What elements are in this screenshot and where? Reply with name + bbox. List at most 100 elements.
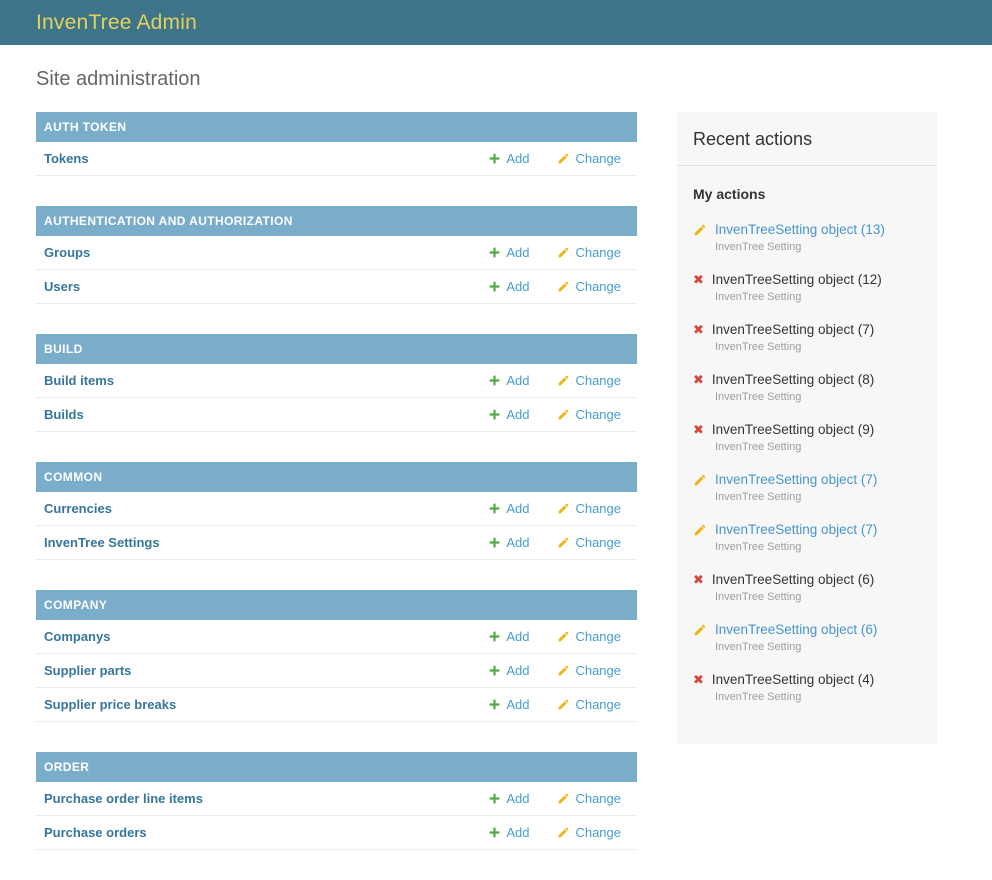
pencil-icon (557, 698, 570, 711)
recent-action-type: InvenTree Setting (715, 691, 802, 703)
recent-action-label[interactable]: InvenTreeSetting object (7) (715, 522, 878, 537)
change-link[interactable]: Change (557, 791, 621, 806)
model-link[interactable]: InvenTree Settings (44, 535, 160, 550)
module-rows: Purchase order line items Add Change Pur… (36, 782, 637, 850)
recent-action-item: InvenTreeSetting object (7) InvenTree Se… (693, 472, 921, 503)
model-row: Companys Add Change (36, 620, 637, 654)
recent-action-item: ✖ InvenTreeSetting object (4) InvenTree … (693, 672, 921, 703)
row-actions: Add Change (488, 501, 621, 516)
change-link[interactable]: Change (557, 697, 621, 712)
module-rows: Build items Add Change Builds Add (36, 364, 637, 432)
recent-action-item: ✖ InvenTreeSetting object (8) InvenTree … (693, 372, 921, 403)
change-link-label: Change (575, 791, 621, 806)
add-link[interactable]: Add (488, 697, 529, 712)
change-link[interactable]: Change (557, 279, 621, 294)
change-link[interactable]: Change (557, 245, 621, 260)
recent-action-item: ✖ InvenTreeSetting object (9) InvenTree … (693, 422, 921, 453)
pencil-icon (693, 223, 707, 237)
model-link[interactable]: Users (44, 279, 81, 294)
model-row: Supplier price breaks Add Change (36, 688, 637, 722)
plus-icon (488, 664, 501, 677)
add-link[interactable]: Add (488, 663, 529, 678)
module-rows: Currencies Add Change InvenTree Settings… (36, 492, 637, 560)
model-link[interactable]: Purchase orders (44, 825, 147, 840)
module: BUILD Build items Add Change Builds Add (36, 334, 637, 432)
model-link[interactable]: Tokens (44, 151, 89, 166)
pencil-icon (557, 502, 570, 515)
recent-action-label: InvenTreeSetting object (8) (711, 372, 875, 387)
add-link[interactable]: Add (488, 151, 529, 166)
change-link[interactable]: Change (557, 535, 621, 550)
row-actions: Add Change (488, 697, 621, 712)
pencil-icon (557, 408, 570, 421)
pencil-icon (693, 523, 707, 537)
add-link[interactable]: Add (488, 825, 529, 840)
model-link[interactable]: Builds (44, 407, 84, 422)
add-link[interactable]: Add (488, 407, 529, 422)
pencil-icon (557, 152, 570, 165)
plus-icon (488, 536, 501, 549)
row-actions: Add Change (488, 663, 621, 678)
model-link[interactable]: Currencies (44, 501, 112, 516)
plus-icon (488, 246, 501, 259)
model-link[interactable]: Purchase order line items (44, 791, 203, 806)
add-link[interactable]: Add (488, 535, 529, 550)
recent-action-line: InvenTreeSetting object (7) (693, 522, 921, 538)
add-link-label: Add (506, 697, 530, 712)
pencil-icon (557, 792, 570, 805)
add-link[interactable]: Add (488, 245, 529, 260)
add-link[interactable]: Add (488, 279, 529, 294)
row-actions: Add Change (488, 279, 621, 294)
recent-action-label[interactable]: InvenTreeSetting object (13) (715, 222, 885, 237)
change-link[interactable]: Change (557, 151, 621, 166)
model-row: Builds Add Change (36, 398, 637, 432)
recent-actions-body: My actions InvenTreeSetting object (13) … (677, 166, 937, 744)
row-actions: Add Change (488, 629, 621, 644)
recent-action-item: InvenTreeSetting object (7) InvenTree Se… (693, 522, 921, 553)
change-link[interactable]: Change (557, 407, 621, 422)
plus-icon (488, 630, 501, 643)
change-link[interactable]: Change (557, 825, 621, 840)
add-link[interactable]: Add (488, 791, 529, 806)
model-link[interactable]: Companys (44, 629, 111, 644)
recent-action-label[interactable]: InvenTreeSetting object (7) (715, 472, 878, 487)
recent-action-label[interactable]: InvenTreeSetting object (6) (715, 622, 878, 637)
plus-icon (488, 152, 501, 165)
module-caption: COMMON (36, 462, 637, 492)
delete-x-icon: ✖ (693, 672, 704, 688)
change-link-label: Change (575, 373, 621, 388)
add-link[interactable]: Add (488, 629, 529, 644)
change-link-label: Change (575, 825, 621, 840)
recent-action-type: InvenTree Setting (715, 641, 802, 653)
recent-action-type: InvenTree Setting (715, 341, 802, 353)
model-link[interactable]: Build items (44, 373, 115, 388)
recent-action-type: InvenTree Setting (715, 591, 802, 603)
model-link[interactable]: Groups (44, 245, 91, 260)
module: AUTHENTICATION AND AUTHORIZATION Groups … (36, 206, 637, 304)
add-link[interactable]: Add (488, 373, 529, 388)
row-actions: Add Change (488, 373, 621, 388)
change-link[interactable]: Change (557, 663, 621, 678)
change-link-label: Change (575, 245, 621, 260)
pencil-icon (557, 536, 570, 549)
model-row: Build items Add Change (36, 364, 637, 398)
change-link-label: Change (575, 407, 621, 422)
add-link[interactable]: Add (488, 501, 529, 516)
module: COMPANY Companys Add Change Supplier par… (36, 590, 637, 722)
add-link-label: Add (506, 501, 530, 516)
change-link-label: Change (575, 151, 621, 166)
model-row: InvenTree Settings Add Change (36, 526, 637, 560)
recent-actions-title: Recent actions (677, 112, 937, 166)
model-link[interactable]: Supplier parts (44, 663, 132, 678)
model-link[interactable]: Supplier price breaks (44, 697, 177, 712)
module-rows: Companys Add Change Supplier parts Add (36, 620, 637, 722)
pencil-icon (557, 246, 570, 259)
change-link[interactable]: Change (557, 501, 621, 516)
change-link[interactable]: Change (557, 373, 621, 388)
change-link[interactable]: Change (557, 629, 621, 644)
module: ORDER Purchase order line items Add Chan… (36, 752, 637, 850)
delete-x-icon: ✖ (693, 572, 704, 588)
recent-action-item: ✖ InvenTreeSetting object (12) InvenTree… (693, 272, 921, 303)
recent-action-line: InvenTreeSetting object (6) (693, 622, 921, 638)
recent-action-item: ✖ InvenTreeSetting object (7) InvenTree … (693, 322, 921, 353)
